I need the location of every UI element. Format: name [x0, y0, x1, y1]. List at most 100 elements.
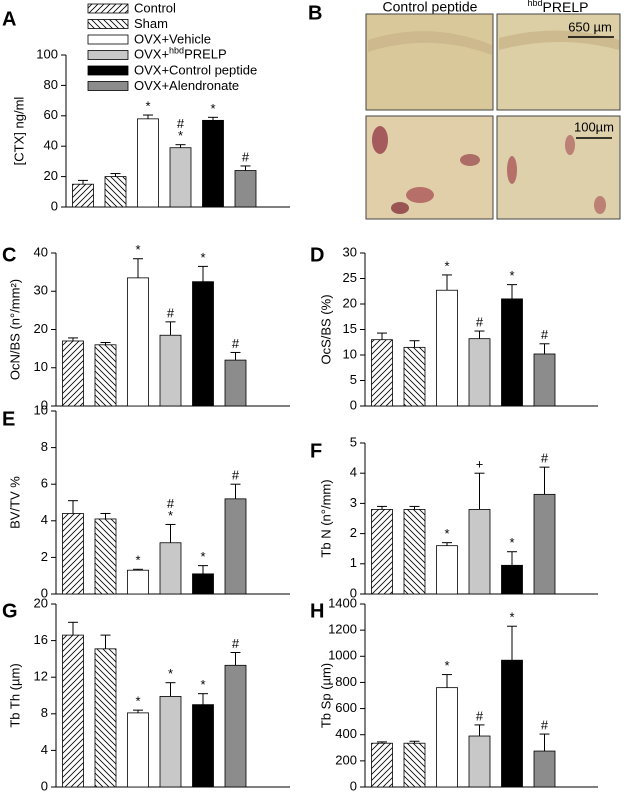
y-axis-label: Tb N (n°/mm)	[318, 479, 333, 557]
bar	[62, 340, 84, 407]
y-tick-label: 100	[36, 46, 58, 61]
y-tick-label: 40	[44, 138, 58, 153]
bar	[403, 742, 426, 788]
significance-mark: #	[541, 327, 549, 342]
y-tick-label: 4	[350, 465, 357, 480]
significance-mark: #	[541, 717, 549, 732]
bar	[501, 564, 523, 595]
y-tick-label: 8	[41, 705, 48, 720]
y-tick-label: 5	[350, 434, 357, 449]
error-bar	[230, 351, 241, 361]
bar	[192, 573, 214, 595]
panel-b: B Control peptide hbdPRELP 650 µm 100µm	[308, 0, 621, 220]
y-tick-label: 0	[350, 778, 357, 792]
bar	[468, 735, 491, 788]
legend-label: OVX+Alendronate	[134, 78, 239, 93]
error-bar	[539, 466, 550, 495]
significance-mark: *	[509, 610, 514, 625]
legend-label: OVX+Control peptide	[134, 62, 257, 77]
y-tick-label: 10	[34, 402, 48, 417]
error-bar	[507, 625, 517, 661]
y-axis-label: [CTX] ng/ml	[11, 97, 26, 166]
significance-mark: #	[541, 451, 549, 466]
legend-swatch	[87, 65, 129, 76]
y-axis-label: OcS/BS (%)	[318, 294, 333, 364]
y-tick-label: 4	[41, 512, 48, 527]
significance-mark: *	[135, 242, 140, 257]
bar	[72, 183, 94, 208]
y-tick-label: 1200	[328, 622, 357, 637]
y-tick-label: 4	[41, 742, 48, 757]
bar	[468, 338, 491, 407]
y-tick-label: 30	[34, 283, 48, 298]
y-tick-label: 0	[41, 778, 48, 792]
micrograph	[496, 13, 621, 111]
bar	[533, 493, 556, 595]
significance-mark: *	[444, 258, 449, 273]
significance-mark: *	[210, 101, 215, 116]
legend-swatch	[87, 19, 129, 29]
error-bar	[100, 634, 111, 649]
error-bar	[240, 165, 251, 171]
bar	[94, 648, 117, 788]
error-bar	[133, 258, 143, 278]
bar	[436, 545, 458, 595]
y-tick-label: 2	[41, 549, 48, 564]
y-tick-label: 400	[335, 726, 357, 741]
panel-letter: B	[308, 2, 322, 24]
bar	[159, 696, 182, 788]
error-bar	[377, 505, 387, 510]
bar	[127, 569, 149, 595]
error-bar	[442, 674, 452, 688]
bar	[127, 712, 149, 788]
error-bar	[409, 505, 420, 510]
error-bar	[474, 472, 485, 510]
error-bar	[100, 342, 111, 345]
panel-letter: C	[2, 244, 16, 266]
y-tick-label: 15	[343, 321, 357, 336]
y-tick-label: 1	[350, 555, 357, 570]
y-tick-label: 0	[350, 397, 357, 412]
y-tick-label: 40	[34, 244, 48, 259]
bar	[436, 687, 458, 788]
legend-label: OVX+Vehicle	[134, 31, 211, 46]
significance-mark: #	[232, 336, 240, 351]
panel-letter: E	[2, 408, 15, 430]
error-bar	[377, 332, 387, 340]
significance-mark: *	[444, 658, 449, 673]
bar	[62, 634, 84, 788]
y-tick-label: 25	[343, 270, 357, 285]
significance-mark: #	[167, 305, 175, 320]
error-bar	[198, 693, 208, 705]
y-tick-label: 0	[350, 585, 357, 600]
bar	[159, 542, 182, 595]
y-tick-label: 80	[44, 77, 58, 92]
error-bar	[409, 740, 420, 744]
error-bar	[110, 173, 121, 177]
error-bar	[539, 343, 550, 354]
y-tick-label: 1000	[328, 648, 357, 663]
image-title: Control peptide	[383, 0, 478, 15]
bar	[192, 704, 214, 788]
error-bar	[165, 321, 176, 336]
micrograph	[365, 13, 494, 111]
error-bar	[165, 523, 176, 543]
y-tick-label: 800	[335, 674, 357, 689]
error-bar	[377, 741, 387, 744]
error-bar	[442, 542, 452, 546]
significance-mark: *	[200, 677, 205, 692]
bar	[202, 119, 224, 208]
legend-label: Control	[134, 0, 176, 15]
y-tick-label: 2	[350, 525, 357, 540]
y-tick-label: 12	[34, 669, 48, 684]
error-bar	[507, 551, 517, 566]
error-bar	[474, 330, 485, 339]
error-bar	[507, 284, 517, 299]
panel-letter: A	[2, 8, 16, 30]
error-bar	[474, 724, 485, 737]
bar	[234, 170, 257, 208]
error-bar	[442, 274, 452, 291]
bar	[533, 353, 556, 407]
y-tick-label: 20	[34, 595, 48, 610]
bar	[436, 289, 458, 407]
